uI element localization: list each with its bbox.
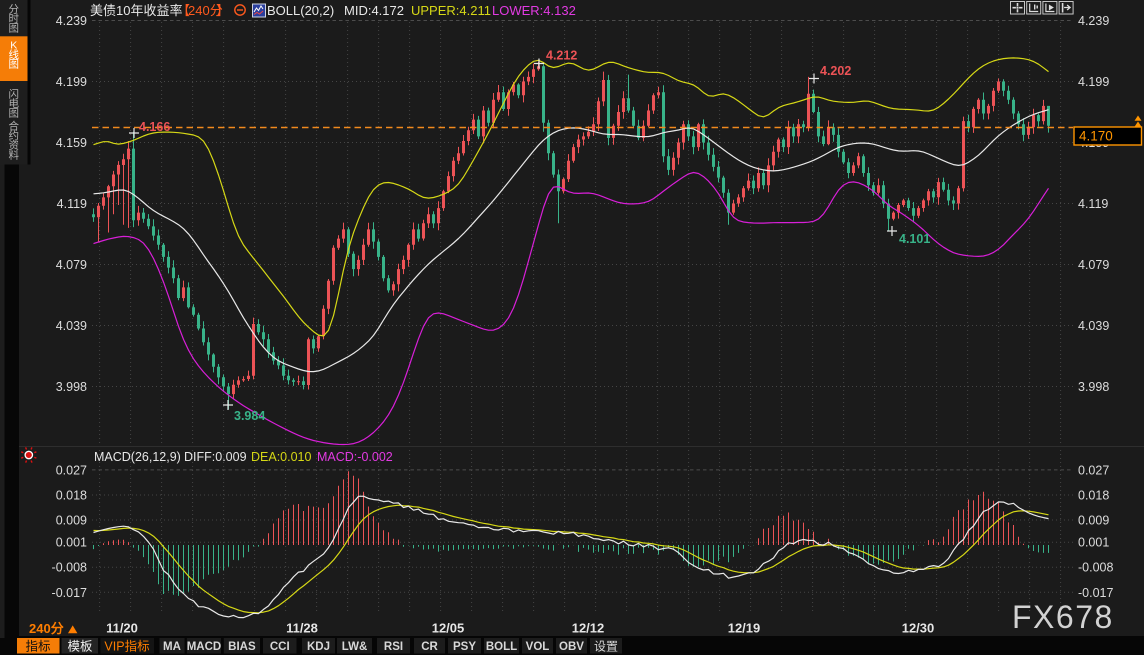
svg-text:4.212: 4.212 <box>546 49 577 63</box>
svg-text:K: K <box>10 40 17 52</box>
svg-text:分: 分 <box>8 4 19 16</box>
svg-text:4.119: 4.119 <box>1078 197 1108 211</box>
svg-text:【: 【 <box>177 3 190 18</box>
svg-text:4.239: 4.239 <box>1078 14 1109 28</box>
svg-text:-0.008: -0.008 <box>1078 561 1113 575</box>
svg-text:3.998: 3.998 <box>56 380 87 394</box>
svg-text:MACD:-0.002: MACD:-0.002 <box>317 450 393 464</box>
svg-text:图: 图 <box>8 59 19 71</box>
svg-text:DEA:0.010: DEA:0.010 <box>251 450 312 464</box>
svg-text:FX678: FX678 <box>1012 599 1114 635</box>
svg-text:VOL: VOL <box>526 641 550 653</box>
svg-text:MID:4.172: MID:4.172 <box>344 3 404 18</box>
svg-text:0.018: 0.018 <box>1078 489 1109 503</box>
svg-text:0.009: 0.009 <box>1078 514 1109 528</box>
svg-text:指标: 指标 <box>25 639 50 654</box>
svg-text:CCI: CCI <box>270 641 290 653</box>
svg-text:12/30: 12/30 <box>902 621 935 636</box>
svg-text:约: 约 <box>8 129 19 142</box>
svg-text:12/12: 12/12 <box>572 621 605 636</box>
svg-text:4.199: 4.199 <box>56 75 87 89</box>
svg-text:时: 时 <box>8 13 19 25</box>
svg-text:OBV: OBV <box>559 641 584 653</box>
svg-text:0.001: 0.001 <box>56 536 87 550</box>
svg-text:MACD(26,12,9): MACD(26,12,9) <box>94 450 181 464</box>
svg-text:4.239: 4.239 <box>56 14 87 28</box>
svg-text:LOWER:4.132: LOWER:4.132 <box>492 3 576 18</box>
svg-text:0.027: 0.027 <box>56 463 87 477</box>
svg-text:资: 资 <box>8 140 19 152</box>
svg-text:-0.008: -0.008 <box>52 561 87 575</box>
svg-text:12/05: 12/05 <box>432 621 465 636</box>
svg-text:4.166: 4.166 <box>139 120 170 134</box>
svg-text:RSI: RSI <box>384 641 403 653</box>
svg-text:线: 线 <box>8 48 19 61</box>
svg-text:4.039: 4.039 <box>56 319 87 333</box>
svg-text:CR: CR <box>421 641 438 653</box>
svg-text:PSY: PSY <box>453 641 476 653</box>
svg-text:4.170: 4.170 <box>1079 129 1113 144</box>
svg-text:0.018: 0.018 <box>56 489 87 503</box>
svg-text:11/28: 11/28 <box>286 621 318 636</box>
svg-text:BOLL: BOLL <box>486 641 517 653</box>
svg-text:DIFF:0.009: DIFF:0.009 <box>184 450 247 464</box>
svg-text:3.984: 3.984 <box>234 409 265 423</box>
svg-text:模板: 模板 <box>67 640 93 654</box>
svg-text:BOLL(20,2): BOLL(20,2) <box>267 3 334 18</box>
svg-text:0.009: 0.009 <box>56 514 87 528</box>
svg-text:LW&: LW& <box>342 641 368 653</box>
svg-text:合: 合 <box>8 120 19 133</box>
svg-text:4.119: 4.119 <box>57 197 87 211</box>
svg-text:4.079: 4.079 <box>56 258 87 272</box>
svg-text:MA: MA <box>163 641 181 653</box>
svg-text:3.998: 3.998 <box>1078 380 1109 394</box>
svg-text:-0.017: -0.017 <box>52 586 87 600</box>
svg-text:电: 电 <box>8 97 19 110</box>
svg-text:4.199: 4.199 <box>1078 75 1109 89</box>
svg-text:MACD: MACD <box>187 641 222 653</box>
svg-text:4.159: 4.159 <box>56 136 87 150</box>
svg-text:0.001: 0.001 <box>1078 536 1109 550</box>
svg-text:0.027: 0.027 <box>1078 463 1109 477</box>
svg-text:美债10年收益率: 美债10年收益率 <box>90 3 182 18</box>
svg-text:4.202: 4.202 <box>820 64 851 78</box>
svg-text:-0.017: -0.017 <box>1078 586 1113 600</box>
svg-text:12/19: 12/19 <box>728 621 761 636</box>
svg-text:设置: 设置 <box>594 640 618 654</box>
svg-text:闪: 闪 <box>8 88 19 101</box>
svg-text:图: 图 <box>8 23 19 35</box>
svg-text:4.039: 4.039 <box>1078 319 1109 333</box>
svg-text:240分: 240分 <box>188 3 223 18</box>
svg-text:KDJ: KDJ <box>307 641 330 653</box>
svg-text:4.079: 4.079 <box>1078 258 1109 272</box>
svg-text:】: 】 <box>216 3 229 18</box>
svg-text:4.101: 4.101 <box>899 232 930 246</box>
svg-text:图: 图 <box>8 108 19 120</box>
svg-text:料: 料 <box>8 148 19 161</box>
svg-text:VIP指标: VIP指标 <box>104 639 149 654</box>
svg-text:240分: 240分 <box>29 621 64 636</box>
svg-text:UPPER:4.211: UPPER:4.211 <box>411 3 491 18</box>
svg-text:11/20: 11/20 <box>106 621 138 636</box>
svg-text:BIAS: BIAS <box>228 641 256 653</box>
